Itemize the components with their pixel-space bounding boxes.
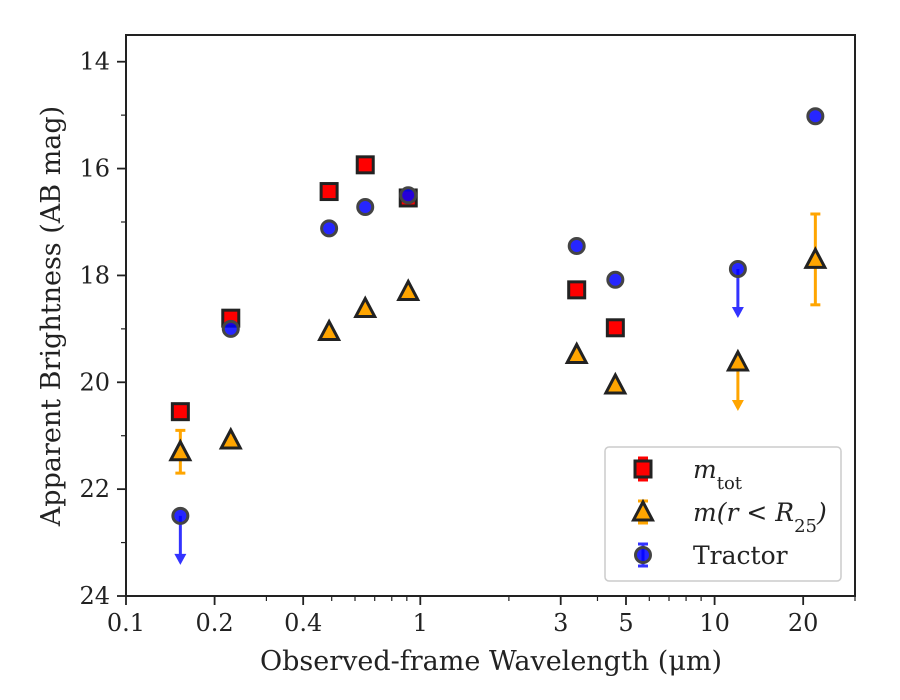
data-point-circle xyxy=(221,319,240,338)
data-point-triangle xyxy=(218,426,243,450)
data-point-circle xyxy=(728,260,747,279)
y-tick-label: 22 xyxy=(79,475,110,503)
data-point-circle xyxy=(320,219,339,238)
x-tick-label: 0.4 xyxy=(284,609,322,637)
y-tick-label: 14 xyxy=(79,48,110,76)
upper-limit-arrow-head xyxy=(731,307,744,319)
y-tick-label: 24 xyxy=(79,582,110,610)
data-point-triangle xyxy=(725,348,750,372)
y-tick-label: 18 xyxy=(79,261,110,289)
plot-frame xyxy=(125,34,856,597)
data-point-circle xyxy=(806,107,825,126)
x-tick-label: 20 xyxy=(788,609,819,637)
upper-limit-arrow-head xyxy=(731,399,744,411)
data-point-square xyxy=(605,318,625,338)
data-point-square xyxy=(567,280,587,300)
legend-label: mtot xyxy=(693,455,743,494)
x-tick-label: 0.2 xyxy=(196,609,234,637)
data-point-triangle xyxy=(396,278,421,301)
x-tick-label: 10 xyxy=(699,609,730,637)
data-point-triangle xyxy=(564,341,589,365)
data-point-square xyxy=(170,402,190,422)
data-point-square xyxy=(355,155,375,175)
data-point-circle xyxy=(399,186,418,205)
y-axis-title: Apparent Brightness (AB mag) xyxy=(36,106,67,527)
data-point-triangle xyxy=(603,371,628,395)
data-point-triangle xyxy=(803,246,828,269)
legend-marker-circle xyxy=(634,546,652,564)
data-point-circle xyxy=(567,237,586,256)
legend-label: m(r < R25) xyxy=(693,498,827,537)
data-point-square xyxy=(319,182,339,202)
x-tick-label: 1 xyxy=(413,609,428,637)
data-point-triangle xyxy=(317,318,342,342)
data-point-triangle xyxy=(168,438,193,462)
data-point-circle xyxy=(356,198,375,217)
y-tick-label: 20 xyxy=(79,368,110,396)
x-axis-title: Observed-frame Wavelength (μm) xyxy=(260,646,722,677)
data-point-circle xyxy=(171,506,190,525)
upper-limit-arrow-head xyxy=(174,553,187,565)
legend-marker-square xyxy=(633,459,653,479)
legend-label: Tractor xyxy=(693,541,788,570)
x-tick-label: 0.1 xyxy=(107,609,145,637)
x-tick-label: 5 xyxy=(618,609,633,637)
data-point-triangle xyxy=(353,295,378,319)
x-tick-label: 3 xyxy=(553,609,568,637)
legend-marker-triangle xyxy=(631,498,655,522)
data-point-circle xyxy=(606,270,625,289)
legend-box xyxy=(604,446,842,582)
y-tick-label: 16 xyxy=(79,155,110,183)
